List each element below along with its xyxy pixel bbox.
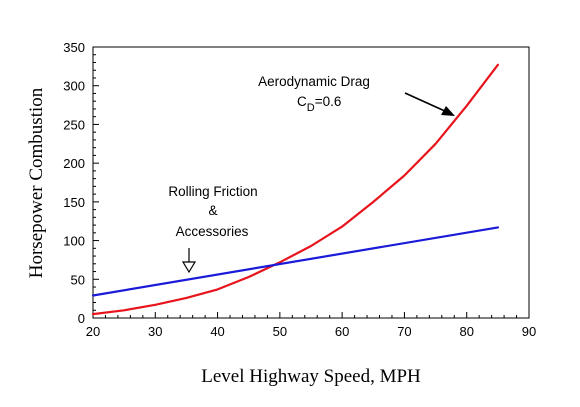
x-tick-label: 70 xyxy=(397,324,411,339)
y-tick-label: 0 xyxy=(78,311,85,326)
x-tick-label: 40 xyxy=(210,324,224,339)
plot-area xyxy=(92,46,530,319)
drag-coefficient-label: CD=0.6 xyxy=(297,94,341,114)
x-tick-label: 30 xyxy=(148,324,162,339)
cd-symbol: C xyxy=(297,94,307,109)
accessories-label: Accessories xyxy=(176,224,249,239)
series-rolling-friction-line xyxy=(91,226,499,297)
rolling-friction-annotation: Rolling Friction & Accessories xyxy=(168,184,258,274)
y-tick-label: 100 xyxy=(63,234,85,249)
series-layer xyxy=(91,63,499,316)
cd-value: =0.6 xyxy=(315,94,342,109)
series-aerodynamic-drag-line xyxy=(91,63,499,316)
y-tick-label: 300 xyxy=(63,79,85,94)
y-tick-label: 50 xyxy=(71,272,85,287)
rolling-arrow-head xyxy=(181,261,197,274)
aero-drag-label: Aerodynamic Drag xyxy=(258,74,370,89)
y-axis-title: Horsepower Combustion xyxy=(26,87,47,278)
x-tick-label: 20 xyxy=(86,324,100,339)
drag-arrow-head xyxy=(441,106,455,116)
aero-drag-annotation: Aerodynamic Drag CD=0.6 xyxy=(258,74,455,116)
y-tick-label: 250 xyxy=(63,117,85,132)
plot-border xyxy=(92,46,530,319)
y-tick-label: 200 xyxy=(63,156,85,171)
drag-arrow-line xyxy=(404,92,448,113)
x-tick-label: 80 xyxy=(459,324,473,339)
y-tick-label: 150 xyxy=(63,195,85,210)
cd-subscript: D xyxy=(307,102,315,114)
axis-ticks xyxy=(92,46,530,319)
ampersand-label: & xyxy=(208,203,217,218)
axis-tick-labels: 20 30 40 50 60 70 80 90 0 50 100 150 200 250 300 350 xyxy=(63,40,536,339)
x-axis-title: Level Highway Speed, MPH xyxy=(201,366,421,387)
x-tick-label: 50 xyxy=(273,324,287,339)
y-tick-label: 350 xyxy=(63,40,85,55)
x-tick-label: 60 xyxy=(335,324,349,339)
rolling-friction-label: Rolling Friction xyxy=(168,184,257,199)
x-tick-label: 90 xyxy=(522,324,536,339)
